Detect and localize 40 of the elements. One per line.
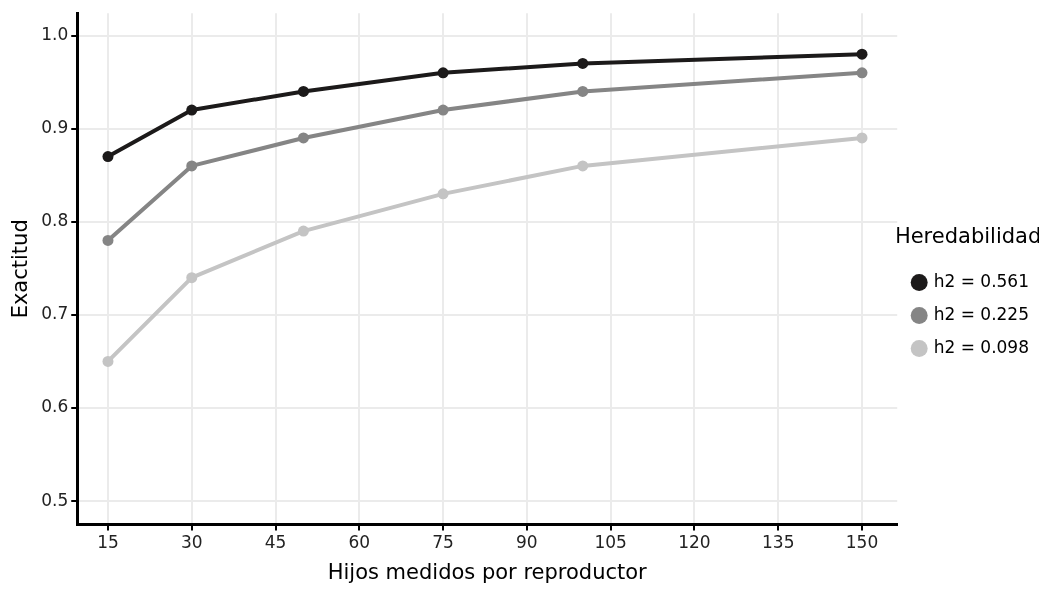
- x-tick-label: 120: [678, 532, 711, 553]
- y-tick-label: 0.7: [41, 303, 69, 324]
- x-tick-label: 60: [348, 532, 371, 553]
- x-tick-label: 90: [516, 532, 538, 553]
- x-tick-label: 45: [264, 532, 287, 553]
- y-tick-label: 0.6: [41, 396, 69, 417]
- point: [297, 132, 309, 144]
- point: [437, 188, 449, 200]
- x-tick-label: 150: [845, 532, 879, 553]
- point: [856, 132, 868, 144]
- y-tick-label: 0.5: [41, 489, 69, 510]
- y-tick-label: 1.0: [41, 23, 69, 44]
- point: [186, 272, 198, 284]
- x-tick-label: 105: [594, 532, 627, 553]
- point: [577, 160, 589, 172]
- x-tick-label: 135: [761, 532, 795, 553]
- point: [102, 234, 114, 246]
- point: [102, 355, 114, 367]
- legend-label: h2 = 0.098: [933, 337, 1029, 358]
- x-tick-label: 30: [180, 532, 203, 553]
- x-tick-label: 15: [97, 532, 119, 553]
- x-axis-title: Hijos medidos por reproductor: [327, 559, 648, 584]
- point: [437, 67, 449, 79]
- point: [297, 85, 309, 97]
- point: [856, 48, 868, 60]
- y-axis-title: Exactitud: [8, 219, 33, 319]
- point: [297, 225, 309, 237]
- legend-title: Heredabilidad: [894, 223, 1042, 248]
- point: [577, 85, 589, 97]
- y-tick-label: 0.8: [41, 210, 69, 231]
- point: [577, 57, 589, 69]
- point: [186, 104, 198, 116]
- point: [102, 151, 114, 163]
- point: [856, 67, 868, 79]
- point: [186, 160, 198, 172]
- legend-label: h2 = 0.561: [933, 271, 1029, 292]
- legend-label: h2 = 0.225: [933, 304, 1029, 325]
- y-tick-label: 0.9: [41, 117, 69, 138]
- point: [437, 104, 449, 116]
- x-tick-label: 75: [432, 532, 454, 553]
